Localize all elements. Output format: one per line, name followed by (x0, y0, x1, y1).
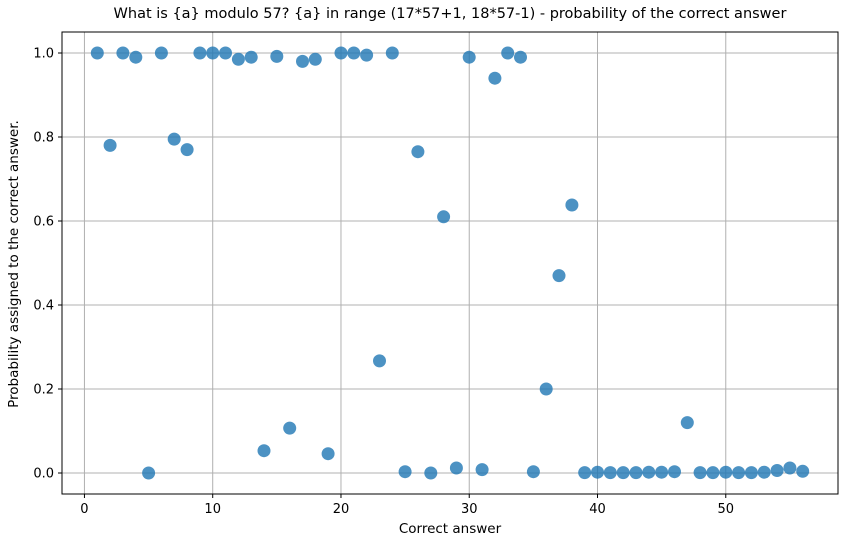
data-point (680, 416, 694, 430)
data-point (488, 71, 502, 85)
data-point (360, 48, 374, 62)
data-point (668, 465, 681, 479)
y-tick-label: 1.0 (33, 47, 54, 62)
y-tick-label: 0.8 (33, 131, 54, 146)
data-point (244, 50, 258, 64)
data-point (142, 466, 156, 480)
data-point (270, 49, 284, 63)
data-point (757, 465, 771, 479)
x-tick-label: 50 (717, 502, 734, 517)
y-axis-label: Probability assigned to the correct answ… (6, 120, 22, 408)
data-point (90, 46, 104, 60)
data-point (219, 46, 232, 60)
data-point (642, 465, 656, 479)
data-point (437, 210, 451, 224)
data-point (167, 132, 181, 146)
data-point (591, 465, 604, 479)
data-point (449, 461, 463, 475)
data-point (373, 354, 386, 368)
plot-border (61, 31, 839, 495)
data-point (514, 50, 527, 64)
data-point (462, 50, 476, 64)
x-tick-label: 40 (589, 502, 606, 517)
data-point (706, 466, 720, 480)
data-point (193, 46, 207, 60)
data-point (180, 143, 194, 157)
data-point (552, 269, 566, 283)
data-point (154, 46, 168, 60)
data-point (116, 46, 130, 60)
data-point (578, 466, 592, 480)
data-point (744, 466, 758, 480)
data-point (526, 465, 540, 479)
data-point (796, 464, 810, 478)
y-tick-label: 0.4 (33, 299, 54, 314)
data-point (732, 466, 746, 480)
data-point (475, 463, 489, 477)
data-point (616, 466, 630, 480)
x-tick-label: 20 (333, 502, 350, 517)
x-axis-label: Correct answer (398, 521, 502, 537)
data-point (655, 465, 669, 479)
data-point (257, 444, 271, 458)
data-point (719, 465, 733, 479)
data-point (231, 52, 245, 66)
y-tick-label: 0.6 (33, 215, 54, 230)
data-point (565, 198, 579, 212)
data-point (398, 465, 412, 479)
data-point (783, 461, 797, 475)
data-point (424, 466, 438, 480)
data-point (347, 46, 361, 60)
data-point (321, 447, 335, 461)
data-point (603, 466, 617, 480)
data-point (770, 464, 784, 477)
y-tick-label: 0.2 (33, 383, 54, 398)
data-point (501, 46, 515, 60)
x-tick-label: 10 (204, 502, 221, 517)
data-point (693, 466, 707, 480)
data-point (103, 138, 117, 152)
data-point (296, 54, 309, 68)
data-point (334, 46, 348, 60)
x-tick-label: 0 (80, 502, 88, 517)
data-point (283, 421, 297, 435)
data-point (308, 52, 322, 66)
data-point (539, 382, 553, 396)
y-tick-label: 0.0 (33, 467, 54, 482)
data-point (411, 145, 425, 159)
data-point (129, 50, 143, 64)
x-tick-label: 30 (461, 502, 478, 517)
data-point (385, 46, 399, 60)
chart-title: What is {a} modulo 57? {a} in range (17*… (113, 6, 787, 22)
data-point (206, 46, 220, 60)
data-point (629, 466, 643, 480)
